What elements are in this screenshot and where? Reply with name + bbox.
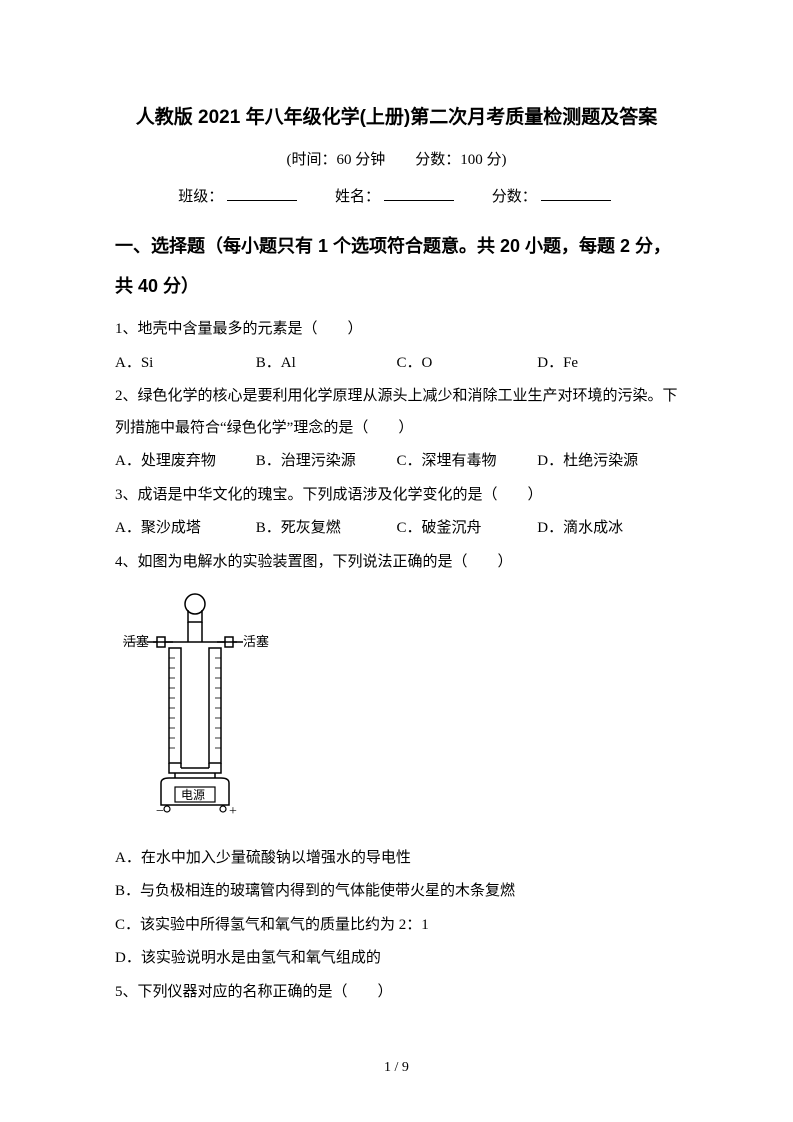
- q1-option-c: C．O: [397, 348, 538, 380]
- q2-option-c: C．深埋有毒物: [397, 446, 538, 478]
- exam-subtitle: (时间：60 分钟 分数：100 分): [115, 146, 678, 175]
- page-number: 1 / 9: [0, 1055, 793, 1082]
- electrolysis-diagram: 活塞 活塞: [115, 590, 678, 831]
- stopper-left-label: 活塞: [123, 634, 149, 649]
- class-blank[interactable]: [227, 183, 297, 201]
- score-blank[interactable]: [541, 183, 611, 201]
- question-1-options: A．Si B．Al C．O D．Fe: [115, 348, 678, 380]
- name-label: 姓名：: [335, 189, 380, 205]
- q4-option-c: C．该实验中所得氢气和氧气的质量比约为 2：1: [115, 910, 678, 942]
- stopper-right-label: 活塞: [243, 634, 269, 649]
- class-label: 班级：: [178, 189, 223, 205]
- q1-option-a: A．Si: [115, 348, 256, 380]
- name-blank[interactable]: [384, 183, 454, 201]
- q3-option-d: D．滴水成冰: [537, 513, 678, 545]
- q3-option-c: C．破釜沉舟: [397, 513, 538, 545]
- minus-terminal: −: [156, 804, 164, 819]
- exam-title: 人教版 2021 年八年级化学(上册)第二次月考质量检测题及答案: [115, 100, 678, 136]
- q3-option-b: B．死灰复燃: [256, 513, 397, 545]
- question-3: 3、成语是中华文化的瑰宝。下列成语涉及化学变化的是（ ）: [115, 480, 678, 512]
- q1-option-b: B．Al: [256, 348, 397, 380]
- section-1-header: 一、选择题（每小题只有 1 个选项符合题意。共 20 小题，每题 2 分，共 4…: [115, 227, 678, 306]
- q2-option-a: A．处理废弃物: [115, 446, 256, 478]
- question-2: 2、绿色化学的核心是要利用化学原理从源头上减少和消除工业生产对环境的污染。下列措…: [115, 381, 678, 444]
- q1-option-d: D．Fe: [537, 348, 678, 380]
- student-info-line: 班级： 姓名： 分数：: [115, 183, 678, 212]
- q3-option-a: A．聚沙成塔: [115, 513, 256, 545]
- q4-option-b: B．与负极相连的玻璃管内得到的气体能使带火星的木条复燃: [115, 876, 678, 908]
- question-4: 4、如图为电解水的实验装置图，下列说法正确的是（ ）: [115, 547, 678, 579]
- question-3-options: A．聚沙成塔 B．死灰复燃 C．破釜沉舟 D．滴水成冰: [115, 513, 678, 545]
- question-1: 1、地壳中含量最多的元素是（ ）: [115, 314, 678, 346]
- power-label: 电源: [181, 788, 205, 802]
- plus-terminal: +: [229, 804, 237, 819]
- q2-option-b: B．治理污染源: [256, 446, 397, 478]
- question-5: 5、下列仪器对应的名称正确的是（ ）: [115, 977, 678, 1009]
- q4-option-d: D．该实验说明水是由氢气和氧气组成的: [115, 943, 678, 975]
- electrolysis-svg: 活塞 活塞: [115, 590, 275, 820]
- q2-option-d: D．杜绝污染源: [537, 446, 678, 478]
- q4-option-a: A．在水中加入少量硫酸钠以增强水的导电性: [115, 843, 678, 875]
- score-label: 分数：: [492, 189, 537, 205]
- question-2-options: A．处理废弃物 B．治理污染源 C．深埋有毒物 D．杜绝污染源: [115, 446, 678, 478]
